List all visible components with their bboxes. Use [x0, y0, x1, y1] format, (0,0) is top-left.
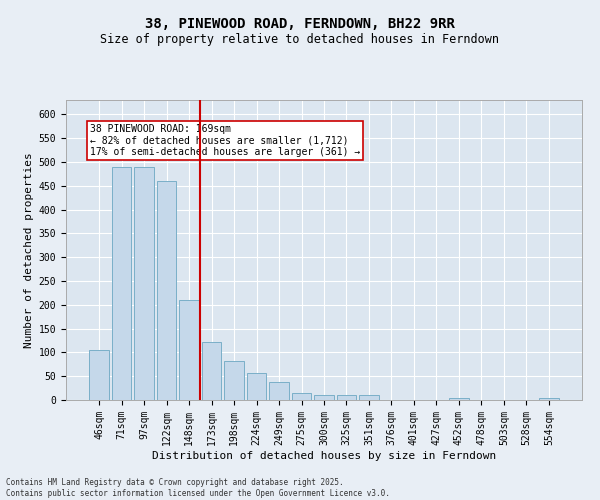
- Bar: [314, 395, 334, 400]
- X-axis label: Distribution of detached houses by size in Ferndown: Distribution of detached houses by size …: [152, 450, 496, 460]
- Bar: [292, 394, 311, 400]
- Bar: [112, 166, 131, 400]
- Bar: [157, 181, 176, 400]
- Bar: [337, 395, 356, 400]
- Bar: [224, 361, 244, 400]
- Bar: [247, 373, 266, 400]
- Bar: [269, 382, 289, 400]
- Text: 38 PINEWOOD ROAD: 169sqm
← 82% of detached houses are smaller (1,712)
17% of sem: 38 PINEWOOD ROAD: 169sqm ← 82% of detach…: [90, 124, 360, 157]
- Bar: [179, 300, 199, 400]
- Bar: [134, 166, 154, 400]
- Bar: [89, 350, 109, 400]
- Text: 38, PINEWOOD ROAD, FERNDOWN, BH22 9RR: 38, PINEWOOD ROAD, FERNDOWN, BH22 9RR: [145, 18, 455, 32]
- Bar: [539, 398, 559, 400]
- Bar: [449, 398, 469, 400]
- Bar: [202, 342, 221, 400]
- Text: Contains HM Land Registry data © Crown copyright and database right 2025.
Contai: Contains HM Land Registry data © Crown c…: [6, 478, 390, 498]
- Text: Size of property relative to detached houses in Ferndown: Size of property relative to detached ho…: [101, 32, 499, 46]
- Bar: [359, 395, 379, 400]
- Y-axis label: Number of detached properties: Number of detached properties: [25, 152, 34, 348]
